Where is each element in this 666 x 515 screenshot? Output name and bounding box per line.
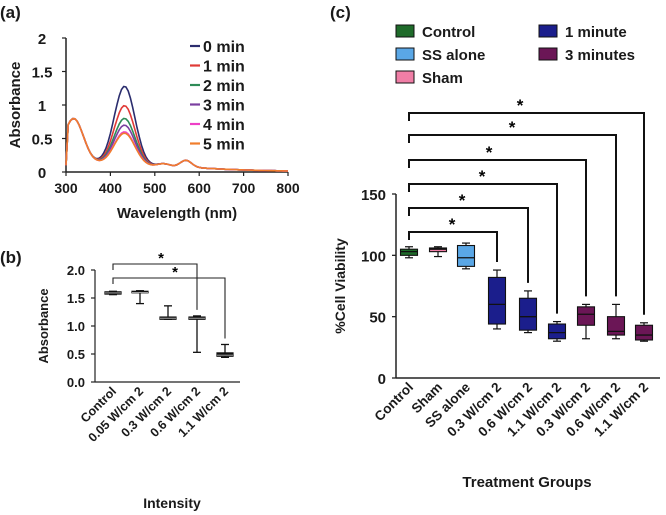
panel-c-box-0 [399, 246, 419, 259]
panel-a-y-tick-label: 0.5 [32, 132, 53, 149]
panel-b-y-tick-label: 1.0 [67, 319, 85, 334]
panel-b-y-tick-label: 1.5 [67, 291, 85, 306]
panel-b-significance-star: * [158, 250, 164, 267]
panel-b-box-body [216, 352, 234, 357]
panel-c-significance-star: * [459, 191, 466, 210]
panel-c-legend-swatch [538, 47, 558, 61]
panel-c-y-tick-label: 0 [378, 371, 386, 388]
panel-c-significance-star: * [509, 118, 516, 137]
panel-a-x-tick-label: 700 [232, 180, 256, 196]
panel-c-y-title: %Cell Viability [332, 238, 348, 334]
panel-c-significance-star: * [486, 143, 493, 162]
panel-a-line-chart: Absorbance Wavelength (nm) 0 0.5 1 1.5 2 300… [7, 31, 300, 222]
panel-b-box-1 [131, 290, 149, 305]
panel-b-box-4 [216, 343, 234, 359]
panel-b-label: (b) [0, 248, 22, 267]
panel-a-y-tick-label: 1.5 [32, 65, 53, 82]
panel-b-y-tick-label: 0.5 [67, 347, 85, 362]
panel-c-box-body [456, 244, 476, 267]
panel-c-y-tick-label: 150 [361, 187, 386, 204]
panel-c-legend-swatch [395, 70, 415, 84]
panel-b-box-2 [159, 305, 177, 320]
panel-a-x-tick-label: 800 [276, 180, 300, 196]
panel-b-y-title: Absorbance [36, 288, 51, 363]
panel-c-box-body [547, 323, 567, 340]
panel-c-significance-bracket [408, 134, 617, 297]
panel-a-y-tick-label: 2 [38, 31, 46, 48]
panel-a-y-title: Absorbance [7, 62, 24, 149]
panel-a-series-line-4 [65, 117, 289, 172]
panel-a-legend-label: 0 min [203, 39, 245, 56]
panel-c-significance-bracket [408, 112, 645, 315]
panel-c-legend-swatch [395, 24, 415, 38]
panel-c-legend-swatch [538, 24, 558, 38]
panel-b-x-title: Intensity [143, 495, 201, 511]
panel-c-legend-swatch [395, 47, 415, 61]
panel-a-y-tick-label: 0 [38, 165, 46, 182]
panel-c-box-body [634, 324, 654, 341]
panel-c-box-body [487, 276, 507, 325]
panel-a-y-tick-label: 1 [38, 98, 46, 115]
panel-b-y-tick-label: 2.0 [67, 263, 85, 278]
panel-c-significance-bracket [408, 207, 529, 283]
panel-a-x-tick-label: 300 [54, 180, 78, 196]
panel-b-significance-bracket [112, 263, 198, 310]
panel-c-legend-label: Control [422, 24, 475, 41]
panel-c-box-body [518, 297, 538, 331]
panel-c-y-tick-label: 100 [361, 248, 386, 265]
panel-a-legend-label: 2 min [203, 78, 245, 95]
panel-c-box-4 [518, 290, 538, 334]
panel-b-box-0 [104, 290, 122, 296]
panel-c-significance-star: * [449, 215, 456, 234]
panel-a-x-tick-label: 500 [143, 180, 167, 196]
panel-c-box-2 [456, 242, 476, 270]
panel-c-box-chart: %Cell Viability Treatment Groups 0 50 100 1… [332, 24, 660, 491]
panel-a-series-line-3 [65, 117, 289, 172]
panel-a-legend-label: 5 min [203, 137, 245, 154]
panel-a-x-tick-label: 400 [99, 180, 123, 196]
panel-c-box-6 [576, 303, 596, 340]
panel-b-y-tick-label: 0.0 [67, 375, 85, 390]
panel-a-legend-label: 4 min [203, 117, 245, 134]
panel-a-x-title: Wavelength (nm) [117, 205, 237, 222]
panel-c-label: (c) [330, 3, 351, 22]
panel-c-box-5 [547, 320, 567, 342]
panel-c-significance-star: * [517, 96, 524, 115]
panel-b-significance-bracket [112, 277, 226, 339]
panel-a-series-line-2 [65, 117, 289, 172]
panel-c-legend-label: 1 minute [565, 24, 627, 41]
panel-c-box-1 [428, 246, 448, 258]
panel-c-legend-label: SS alone [422, 47, 485, 64]
panel-a-x-tick-label: 600 [188, 180, 212, 196]
panel-c-significance-bracket [408, 183, 558, 314]
panel-b-box-3 [188, 315, 206, 353]
panel-c-legend-label: Sham [422, 70, 463, 87]
panel-c-box-body [606, 316, 626, 336]
panel-c-significance-bracket [408, 231, 498, 263]
panel-b-significance-star: * [172, 264, 178, 281]
panel-c-legend-label: 3 minutes [565, 47, 635, 64]
panel-c-significance-star: * [479, 167, 486, 186]
panel-b-box-chart: Absorbance Intensity 0.00.51.01.52.0 Con… [36, 250, 240, 511]
panel-a-legend-label: 1 min [203, 59, 245, 76]
panel-c-significance-bracket [408, 159, 587, 297]
panel-c-x-title: Treatment Groups [462, 474, 591, 491]
panel-c-box-8 [634, 322, 654, 342]
panel-a-legend-label: 3 min [203, 98, 245, 115]
panel-a-label: (a) [0, 3, 21, 22]
panel-b-box-body [131, 290, 149, 294]
panel-c-box-7 [606, 303, 626, 340]
panel-c-box-3 [487, 269, 507, 330]
panel-c-box-body [576, 306, 596, 326]
panel-c-y-tick-label: 50 [369, 310, 386, 327]
panel-a-series-line-5 [65, 117, 289, 172]
